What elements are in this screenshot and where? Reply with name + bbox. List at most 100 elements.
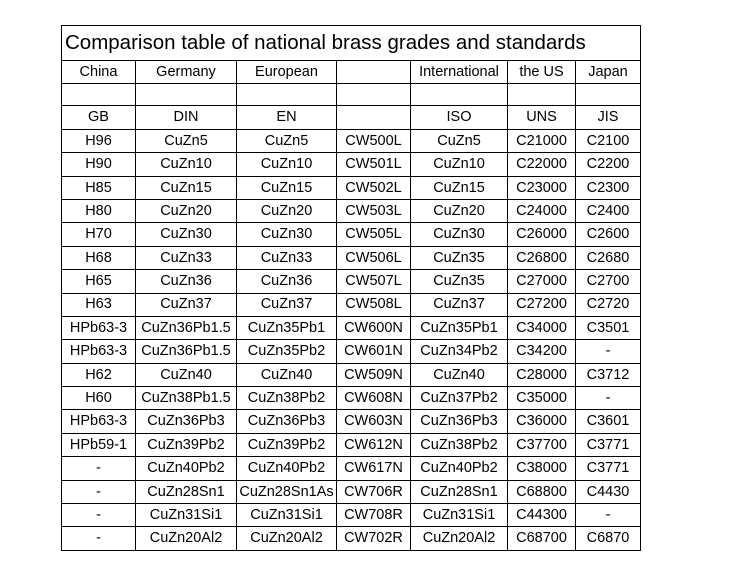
grade-row: - CuZn20Al2 CuZn20Al2 CW702R CuZn20Al2 C68700… (61, 526, 641, 551)
grade-cell: C27200 (507, 292, 576, 317)
grade-cell: C27000 (507, 269, 576, 294)
grade-cell: HPb63-3 (61, 339, 136, 364)
grade-row: H68 CuZn33 CuZn33 CW506L CuZn35 C26800 C2680 (61, 245, 641, 271)
grade-cell: CuZn5 (410, 128, 508, 154)
grade-cell: - (575, 503, 641, 528)
grade-cell: CuZn37 (135, 292, 237, 317)
grade-cell: C68700 (507, 526, 576, 551)
grade-cell: CW506L (336, 245, 411, 271)
grade-cell: C26800 (507, 245, 576, 271)
grade-cell: CuZn28Sn1 (135, 479, 237, 505)
grade-row: HPb63-3 CuZn36Pb1.5 CuZn35Pb2 CW601N CuZn34P… (61, 339, 641, 364)
grade-row: HPb59-1 CuZn39Pb2 CuZn39Pb2 CW612N CuZn38Pb2… (61, 432, 641, 458)
grade-cell: CuZn5 (236, 128, 337, 154)
grade-cell: CuZn38Pb2 (410, 432, 508, 458)
country-row: China Germany European International the US J… (61, 59, 641, 85)
grade-cell: CW503L (336, 198, 411, 224)
grade-cell: H62 (61, 362, 136, 388)
grade-cell: CW501L (336, 152, 411, 177)
grade-cell: H65 (61, 269, 136, 294)
grade-cell: C34200 (507, 339, 576, 364)
grade-cell: C2700 (575, 269, 641, 294)
grade-cell: C68800 (507, 479, 576, 505)
blank-cell (507, 83, 576, 107)
grade-row: H60 CuZn38Pb1.5 CuZn38Pb2 CW608N CuZn37Pb2 C3… (61, 386, 641, 411)
grade-cell: CuZn36Pb3 (410, 409, 508, 434)
grade-cell: C3771 (575, 456, 641, 481)
grade-cell: CuZn33 (236, 245, 337, 271)
grade-cell: CuZn28Sn1As (236, 479, 337, 505)
grade-cell: CW608N (336, 386, 411, 411)
grade-cell: CuZn35Pb1 (236, 315, 337, 341)
grade-cell: CuZn39Pb2 (236, 432, 337, 458)
grade-row: H96 CuZn5 CuZn5 CW500L CuZn5 C21000 C2100 (61, 128, 641, 154)
grade-cell: CW507L (336, 269, 411, 294)
grade-cell: - (61, 479, 136, 505)
grade-cell: C2680 (575, 245, 641, 271)
grade-cell: CuZn10 (410, 152, 508, 177)
grade-cell: C38000 (507, 456, 576, 481)
grade-row: H62 CuZn40 CuZn40 CW509N CuZn40 C28000 C3712 (61, 362, 641, 388)
grade-cell: C22000 (507, 152, 576, 177)
blank-cell (135, 83, 237, 107)
grade-cell: CuZn20 (410, 198, 508, 224)
grade-cell: CW502L (336, 175, 411, 200)
grade-cell: C26000 (507, 222, 576, 247)
grade-cell: H96 (61, 128, 136, 154)
grade-cell: CuZn36 (236, 269, 337, 294)
grade-cell: CW600N (336, 315, 411, 341)
grade-cell: CuZn33 (135, 245, 237, 271)
grade-cell: H80 (61, 198, 136, 224)
grade-cell: CuZn35 (410, 269, 508, 294)
grade-cell: CuZn40Pb2 (236, 456, 337, 481)
grade-cell: C37700 (507, 432, 576, 458)
grade-cell: CuZn30 (135, 222, 237, 247)
grade-row: - CuZn40Pb2 CuZn40Pb2 CW617N CuZn40Pb2 C38000… (61, 456, 641, 481)
grade-cell: C6870 (575, 526, 641, 551)
grade-cell: CW601N (336, 339, 411, 364)
standard-row: GB DIN EN ISO UNS JIS (61, 105, 641, 130)
grade-row: H70 CuZn30 CuZn30 CW505L CuZn30 C26000 C2600 (61, 222, 641, 247)
grade-cell: C2400 (575, 198, 641, 224)
grade-cell: CuZn31Si1 (410, 503, 508, 528)
blank-cell (236, 83, 337, 107)
grade-cell: CuZn36Pb1.5 (135, 315, 237, 341)
grade-cell: CW505L (336, 222, 411, 247)
grade-row: H90 CuZn10 CuZn10 CW501L CuZn10 C22000 C2200 (61, 152, 641, 177)
grade-cell: CuZn36Pb3 (236, 409, 337, 434)
grade-cell: H90 (61, 152, 136, 177)
grade-cell: C2100 (575, 128, 641, 154)
blank-cell (410, 83, 508, 107)
grade-cell: CuZn35 (410, 245, 508, 271)
grade-cell: CuZn20 (135, 198, 237, 224)
country-cell: European (236, 59, 337, 85)
grade-cell: CuZn10 (236, 152, 337, 177)
grade-cell: CuZn10 (135, 152, 237, 177)
grade-row: H80 CuZn20 CuZn20 CW503L CuZn20 C24000 C2400 (61, 198, 641, 224)
standard-cell: JIS (575, 105, 641, 130)
grade-cell: CW612N (336, 432, 411, 458)
grade-cell: C24000 (507, 198, 576, 224)
grade-cell: CW509N (336, 362, 411, 388)
grade-cell: C2720 (575, 292, 641, 317)
grade-cell: CW617N (336, 456, 411, 481)
grade-cell: C35000 (507, 386, 576, 411)
country-cell: International (410, 59, 508, 85)
grade-cell: C23000 (507, 175, 576, 200)
grade-cell: C2600 (575, 222, 641, 247)
grade-cell: CuZn36 (135, 269, 237, 294)
grade-cell: CuZn40 (236, 362, 337, 388)
grade-cell: CuZn15 (135, 175, 237, 200)
grade-cell: - (575, 339, 641, 364)
grade-cell: H85 (61, 175, 136, 200)
grade-cell: CuZn38Pb2 (236, 386, 337, 411)
blank-cell (61, 83, 136, 107)
grade-row: - CuZn31Si1 CuZn31Si1 CW708R CuZn31Si1 C44300… (61, 503, 641, 528)
title-row: Comparison table of national brass grade… (61, 25, 641, 61)
grade-cell: HPb63-3 (61, 315, 136, 341)
grade-cell: CuZn31Si1 (135, 503, 237, 528)
grade-cell: C3712 (575, 362, 641, 388)
grade-cell: CW702R (336, 526, 411, 551)
grade-cell: CuZn30 (236, 222, 337, 247)
